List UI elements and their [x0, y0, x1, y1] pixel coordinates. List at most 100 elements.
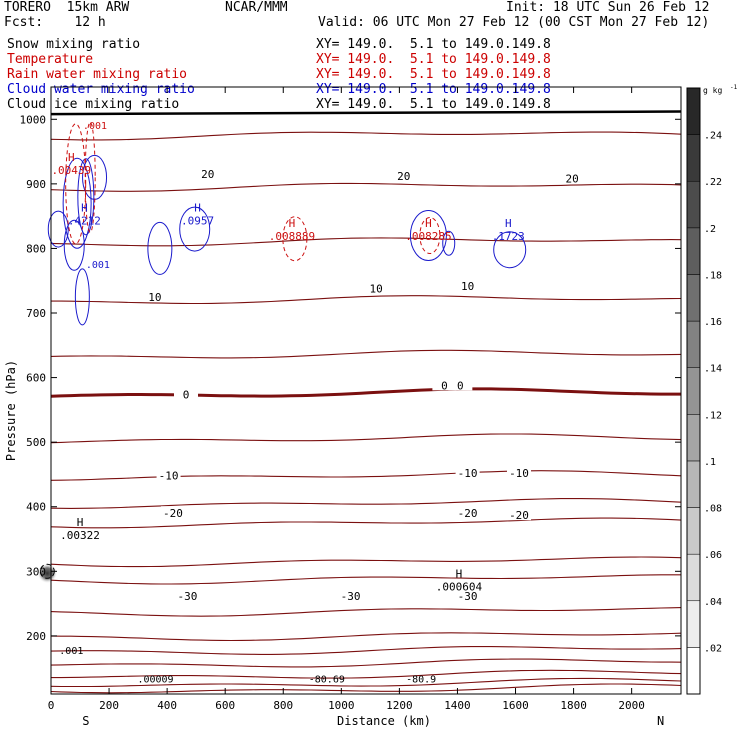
isotherm--20 [50, 517, 682, 529]
isotherm-label: -30 [341, 590, 361, 603]
y-tick-label: 700 [26, 307, 46, 320]
label-background [455, 278, 480, 291]
isotherm-label: -10 [458, 467, 478, 480]
colorbar-tick-label: .22 [704, 177, 722, 188]
isotherm--5 [50, 433, 682, 444]
isotherm--35 [50, 607, 682, 617]
cloud-water-max-marker: H [505, 217, 512, 230]
x-tick-label: 1800 [560, 699, 587, 712]
isotherm-label: -30 [178, 590, 198, 603]
field-xy-range: XY= 149.0. 5.1 to 149.0.149.8 [316, 67, 551, 82]
field-name: Snow mixing ratio [7, 37, 141, 52]
cloud-water-max-marker: H [194, 201, 201, 214]
ice-max-marker: H [456, 567, 463, 580]
colorbar-unit: g kg [703, 86, 722, 95]
isotherm-25 [50, 131, 682, 141]
rain-contour [84, 121, 96, 233]
colorbar-segment [686, 274, 701, 322]
label-background [455, 466, 480, 479]
snow-contour-label: .001 [59, 646, 83, 657]
y-tick-label: 400 [26, 501, 46, 514]
colorbar-tick-label: .18 [704, 270, 722, 281]
x-tick-label: 200 [99, 699, 119, 712]
isotherm-label: -10 [509, 467, 529, 480]
label-background [448, 378, 473, 391]
colorbar-unit-exponent: -1 [730, 84, 738, 91]
label-background [391, 169, 416, 182]
isotherm--70 [50, 677, 682, 688]
rain-contour [65, 123, 87, 245]
isotherm-label: 10 [461, 280, 474, 293]
cloud-water-contour [74, 268, 90, 326]
x-tick-label: 1000 [328, 699, 355, 712]
label-background [175, 588, 200, 601]
cloud-water-contour [179, 206, 211, 252]
rain-max-value: .008285 [405, 230, 451, 243]
y-tick-label: 300 [26, 565, 46, 578]
isotherm-15 [50, 237, 682, 247]
top-label: -80.69 [309, 674, 345, 685]
field-xy-range: XY= 149.0. 5.1 to 149.0.149.8 [316, 97, 551, 112]
cloud-water-contour [442, 230, 456, 256]
y-tick-label: 800 [26, 242, 46, 255]
colorbar-segment [686, 180, 701, 229]
colorbar-segment [686, 320, 701, 368]
field-xy-range: XY= 149.0. 5.1 to 149.0.149.8 [316, 37, 551, 52]
label-background [364, 281, 389, 294]
x-tick-label: 1400 [444, 699, 471, 712]
colorbar-segment [686, 87, 701, 135]
isotherm-label: 0 [457, 379, 464, 392]
init-time: Init: 18 UTC Sun 26 Feb 12 [506, 0, 710, 15]
colorbar-tick-label: .04 [704, 597, 722, 608]
cloud-water-contour [147, 221, 173, 275]
colorbar-tick-label: .24 [704, 131, 722, 142]
isotherm-label: 10 [370, 282, 383, 295]
label-background [195, 167, 220, 180]
colorbar-tick-label: .2 [704, 224, 716, 235]
isotherm--15 [50, 498, 682, 509]
snow-max-value: .00322 [60, 529, 100, 542]
plot-frame [50, 86, 682, 695]
rain-max-marker: H [289, 217, 296, 230]
snow-shading [37, 563, 58, 584]
isotherm-label: 0 [183, 388, 190, 401]
colorbar-segment [686, 227, 701, 275]
field-xy-range: XY= 149.0. 5.1 to 149.0.149.8 [316, 82, 551, 97]
isotherm--80 [50, 683, 682, 694]
isotherm-label: 20 [201, 168, 214, 181]
isotherm-20 [50, 182, 682, 192]
center-title: NCAR/MMM [225, 0, 288, 15]
cloud-water-contour-label: .001 [86, 260, 110, 271]
cloud-water-contour [63, 219, 85, 271]
isotherm-label: -30 [458, 590, 478, 603]
cloud-water-max-value: .0957 [181, 214, 214, 227]
rain-contour [419, 217, 441, 255]
top-label: .00009 [137, 674, 173, 685]
y-tick-label: 900 [26, 178, 46, 191]
cloud-water-contour [77, 158, 95, 236]
model-title: TORERO 15km ARW [4, 0, 130, 15]
isotherm--25 [50, 556, 682, 568]
label-background [160, 506, 185, 519]
colorbar-segment [686, 553, 701, 602]
y-tick-label: 1000 [20, 113, 47, 126]
colorbar-tick-label: .1 [704, 457, 716, 468]
colorbar-segment [686, 460, 701, 508]
x-tick-label: 0 [48, 699, 55, 712]
isotherm--45 [50, 646, 682, 655]
colorbar-segment [686, 414, 701, 462]
isotherm-label: 20 [397, 170, 410, 183]
colorbar-segment [686, 367, 701, 415]
cloud-water-max-value: .4212 [68, 214, 101, 227]
isotherm-label: -10 [159, 470, 179, 483]
isotherm-label: 0 [441, 379, 448, 392]
label-background [156, 468, 181, 481]
colorbar-tick-label: .08 [704, 504, 722, 515]
colorbar-tick-label: .16 [704, 317, 722, 328]
cloud-water-contour [493, 231, 527, 269]
x-tick-label: 2000 [618, 699, 645, 712]
colorbar-tick-label: .02 [704, 643, 722, 654]
y-tick-label: 200 [26, 630, 46, 643]
field-name: Cloud ice mixing ratio [7, 97, 180, 112]
field-xy-range: XY= 149.0. 5.1 to 149.0.149.8 [316, 52, 551, 67]
